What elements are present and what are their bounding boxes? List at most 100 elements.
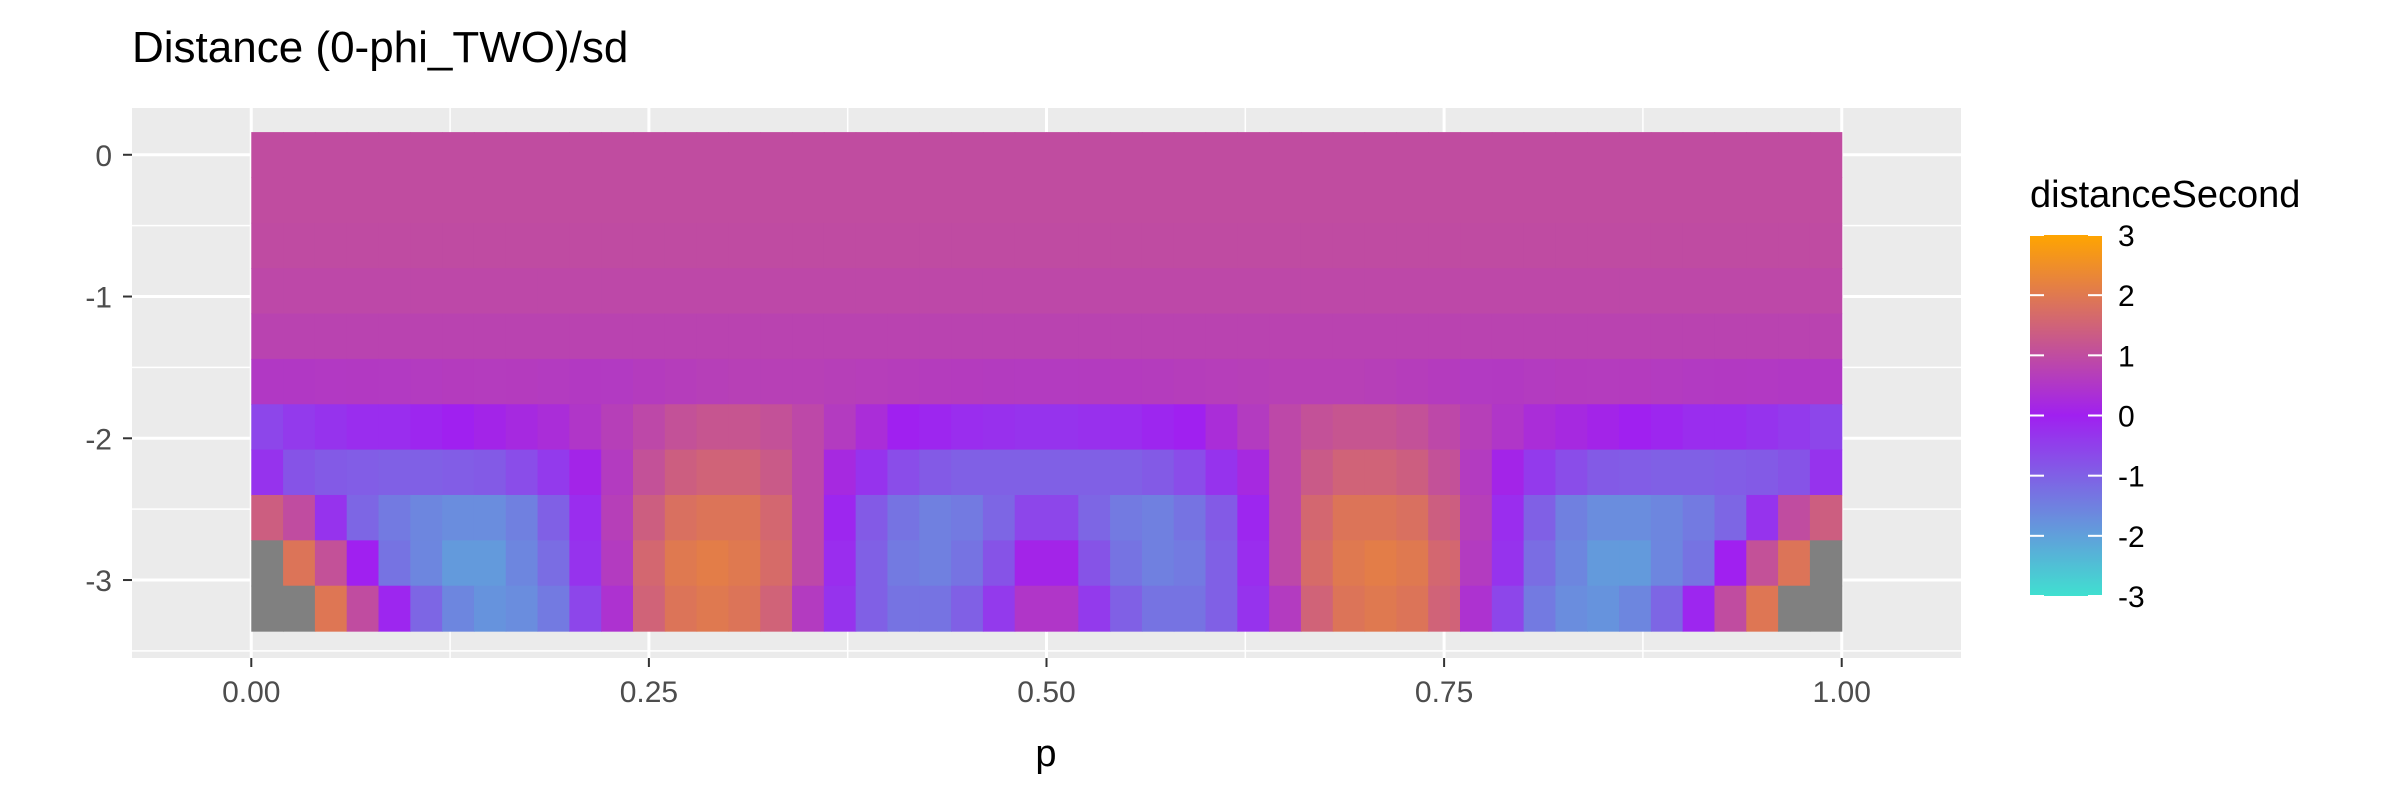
heatmap-cell: [792, 585, 825, 632]
heatmap-cell: [1809, 449, 1843, 496]
heatmap-cell: [887, 358, 920, 405]
heatmap-cell: [1523, 585, 1557, 632]
heatmap-cell: [1523, 268, 1557, 315]
heatmap-cell: [314, 313, 348, 360]
heatmap-cell: [1682, 358, 1716, 405]
heatmap-cell: [632, 177, 666, 224]
heatmap-cell: [1428, 585, 1461, 632]
heatmap-cell: [1555, 404, 1588, 451]
heatmap-cell: [1491, 585, 1525, 632]
heatmap-cell: [1714, 494, 1747, 541]
heatmap-cell: [1332, 404, 1366, 451]
heatmap-cell: [1650, 313, 1684, 360]
heatmap-cell: [855, 449, 889, 496]
heatmap-cell: [346, 313, 380, 360]
heatmap-cell: [1173, 268, 1207, 315]
heatmap-cell: [1619, 404, 1652, 451]
heatmap-cell: [601, 404, 634, 451]
heatmap-cell: [951, 222, 984, 269]
heatmap-cell: [982, 177, 1016, 224]
heatmap-cell: [664, 268, 698, 315]
heatmap-cell: [251, 404, 284, 451]
heatmap-cell: [410, 404, 443, 451]
heatmap-cell: [1332, 177, 1366, 224]
heatmap-cell: [1364, 222, 1397, 269]
heatmap-cell: [632, 313, 666, 360]
heatmap-cell: [1300, 268, 1334, 315]
heatmap-cell: [1714, 358, 1747, 405]
heatmap-cell: [855, 585, 889, 632]
heatmap-cell: [919, 585, 952, 632]
heatmap-cell: [1014, 540, 1048, 587]
y-axis: 0 -1 -2 -3: [85, 140, 132, 598]
x-tick-label: 1.00: [1813, 676, 1871, 709]
legend-tick-label: -3: [2118, 581, 2145, 614]
heatmap-cell: [569, 358, 602, 405]
heatmap-cell: [855, 268, 889, 315]
heatmap-cell: [1555, 585, 1588, 632]
heatmap-cell: [982, 585, 1016, 632]
heatmap-cell: [1650, 585, 1684, 632]
heatmap-cell: [1523, 358, 1557, 405]
heatmap-cell: [1650, 494, 1684, 541]
heatmap-cell: [1460, 585, 1493, 632]
heatmap-cell: [728, 358, 761, 405]
heatmap-cell: [855, 358, 889, 405]
heatmap-cell: [505, 313, 539, 360]
heatmap-cell: [1205, 222, 1238, 269]
heatmap-cell: [855, 404, 889, 451]
heatmap-cell: [1014, 132, 1048, 179]
heatmap-cell: [1587, 540, 1620, 587]
heatmap-cell: [951, 313, 984, 360]
heatmap-cell: [887, 540, 920, 587]
heatmap-cell: [1682, 268, 1716, 315]
heatmap-cell: [1682, 177, 1716, 224]
legend-ticks: 3 2 1 0 -1 -2 -3: [2030, 220, 2145, 614]
heatmap-cell: [1555, 132, 1588, 179]
heatmap-cell: [632, 449, 666, 496]
heatmap-cell: [632, 585, 666, 632]
heatmap-cell: [410, 313, 443, 360]
heatmap-cell: [1173, 132, 1207, 179]
heatmap-cell: [442, 177, 475, 224]
heatmap-cell: [442, 404, 475, 451]
heatmap-cell: [823, 268, 857, 315]
heatmap-cell: [1714, 404, 1747, 451]
heatmap-cell: [664, 177, 698, 224]
heatmap-cell: [1714, 585, 1747, 632]
heatmap-cell: [1491, 177, 1525, 224]
heatmap-cell: [314, 222, 348, 269]
heatmap-cell: [1555, 313, 1588, 360]
heatmap-cell: [505, 268, 539, 315]
heatmap-cell: [1110, 494, 1143, 541]
heatmap-cell: [1269, 404, 1302, 451]
heatmap-cell: [1364, 449, 1397, 496]
heatmap-cell: [1046, 494, 1079, 541]
heatmap-cell: [1332, 585, 1366, 632]
heatmap-cell: [1173, 540, 1207, 587]
y-tick-label: -1: [85, 282, 112, 315]
heatmap-cell: [1682, 494, 1716, 541]
heatmap-cell: [1619, 268, 1652, 315]
heatmap-cell: [1046, 540, 1079, 587]
heatmap-cell: [410, 358, 443, 405]
heatmap-cell: [1046, 358, 1079, 405]
heatmap-cell: [1555, 222, 1588, 269]
heatmap-cell: [378, 449, 411, 496]
heatmap-cell: [1460, 177, 1493, 224]
heatmap-cell: [632, 494, 666, 541]
heatmap-cell: [919, 358, 952, 405]
heatmap-cell: [1237, 494, 1270, 541]
heatmap-cell: [951, 540, 984, 587]
heatmap-cell: [442, 358, 475, 405]
heatmap-cell: [728, 404, 761, 451]
heatmap-cell: [1300, 449, 1334, 496]
heatmap-cell: [1141, 449, 1175, 496]
heatmap-cell: [1269, 358, 1302, 405]
heatmap-cell: [1555, 177, 1588, 224]
heatmap-cell: [1428, 313, 1461, 360]
heatmap-cell: [1300, 222, 1334, 269]
heatmap-cell: [1237, 268, 1270, 315]
heatmap-cell: [696, 358, 730, 405]
